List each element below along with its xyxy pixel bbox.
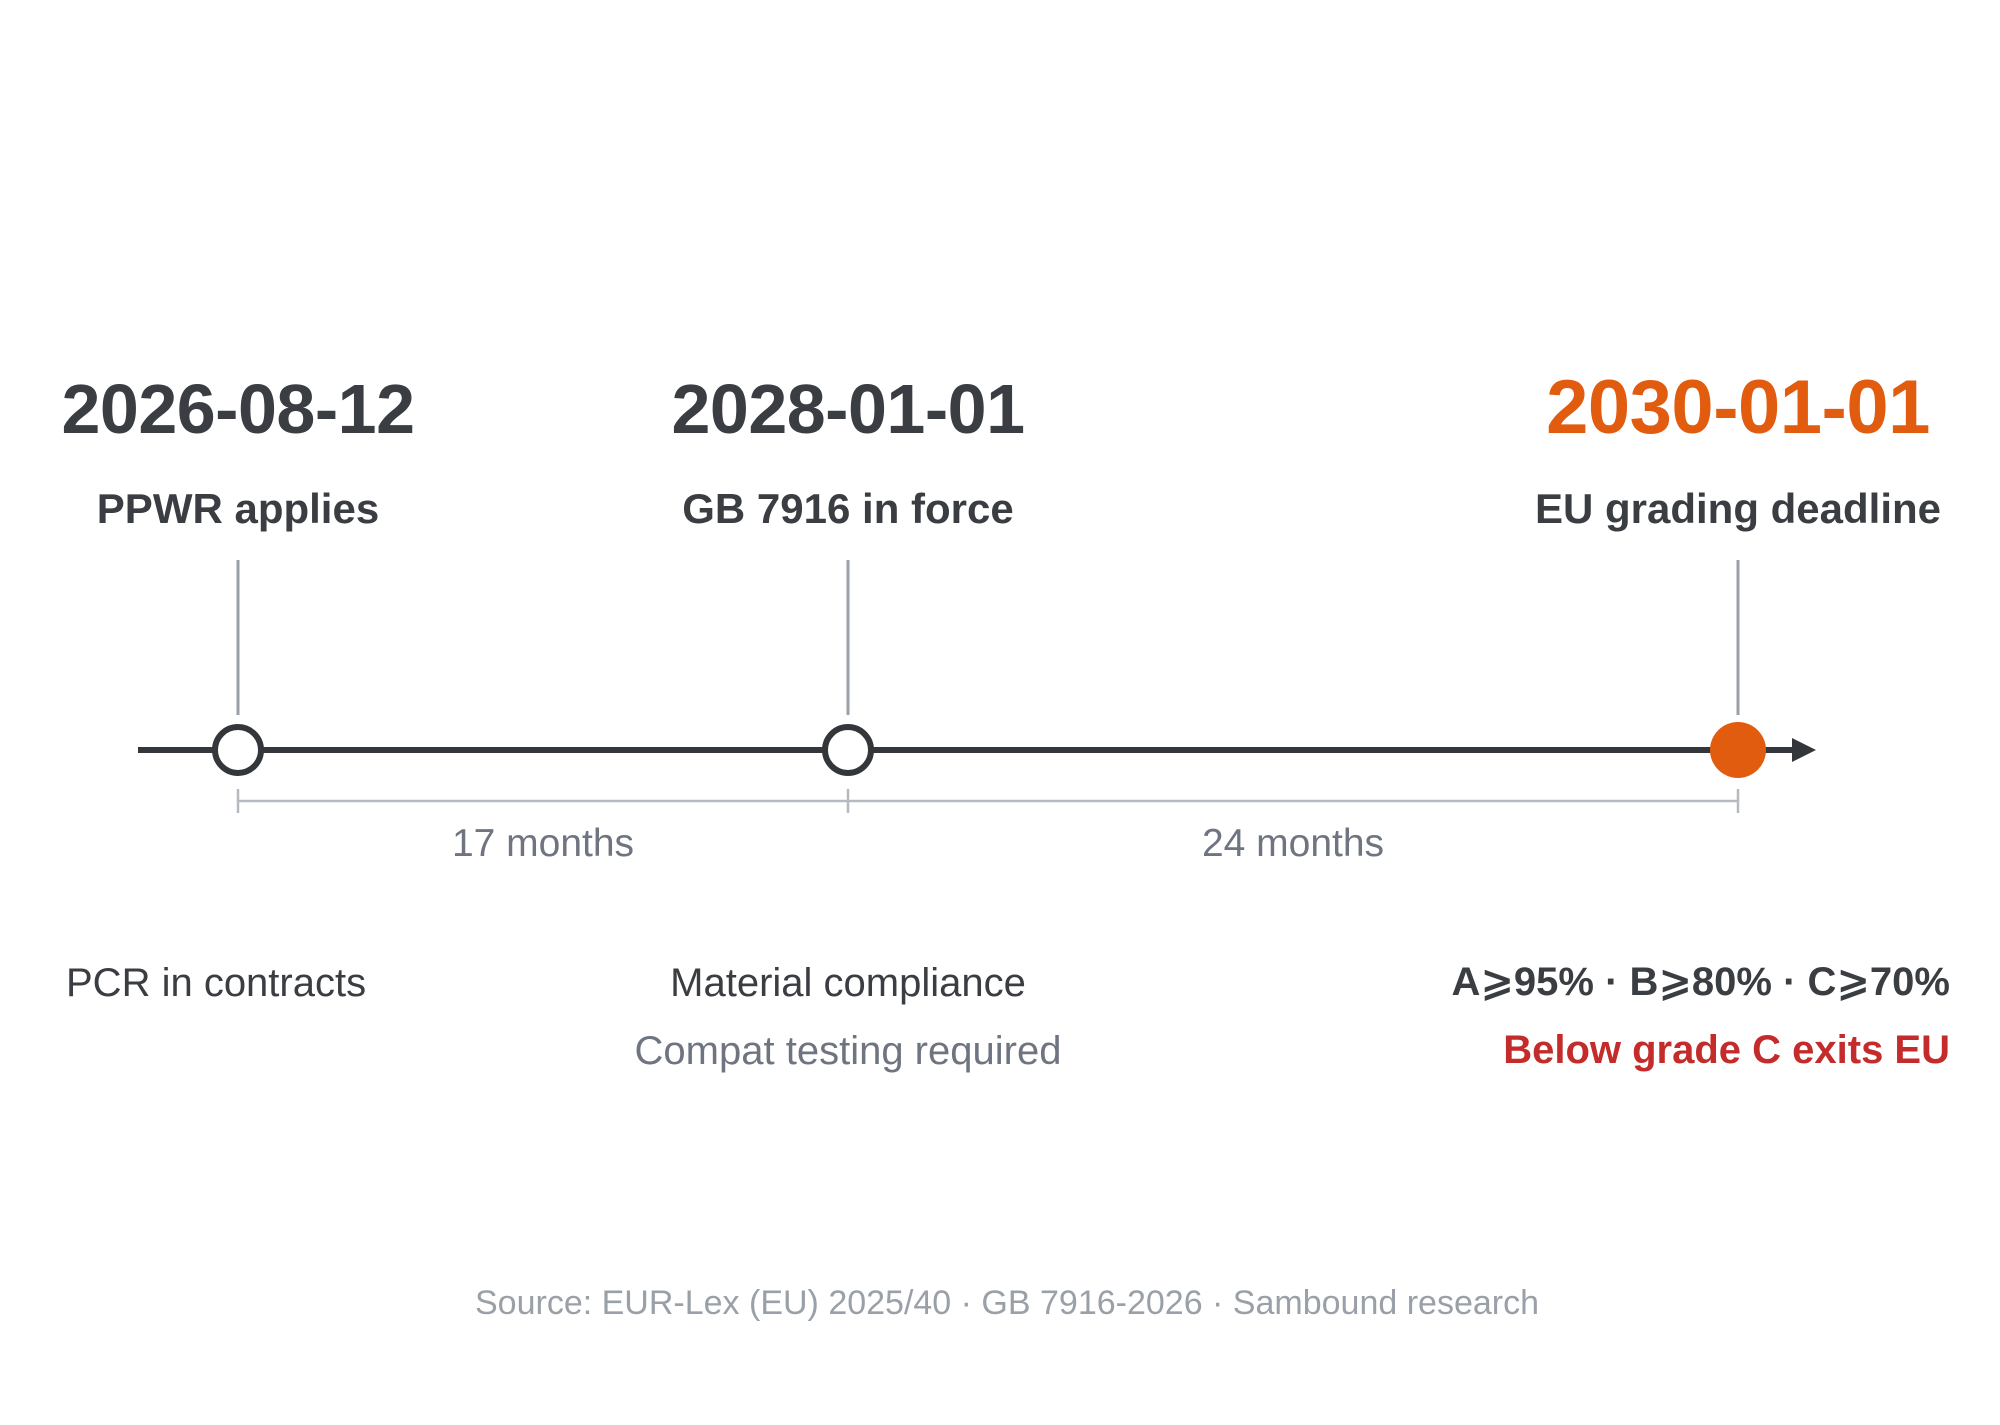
grade-thresholds: A⩾95% · B⩾80% · C⩾70% xyxy=(1451,960,1950,1004)
milestone-marker-2 xyxy=(822,724,874,776)
milestone-marker-1 xyxy=(212,724,264,776)
milestone-label-3: EU grading deadline xyxy=(1534,485,1942,532)
milestone-note-1: PCR in contracts xyxy=(66,961,367,1005)
milestone-date-3: 2030-01-01 xyxy=(1546,365,1930,450)
milestone-date-1: 2026-08-12 xyxy=(61,370,415,448)
axis-arrowhead xyxy=(1792,738,1816,762)
milestone-date-2: 2028-01-01 xyxy=(671,370,1025,448)
grade-exit-warning: Below grade C exits EU xyxy=(1503,1028,1950,1072)
source-note: Source: EUR-Lex (EU) 2025/40 · GB 7916-2… xyxy=(475,1284,1539,1322)
milestone-marker-3 xyxy=(1710,722,1766,778)
interval-label-2: 24 months xyxy=(1201,822,1385,865)
milestone-note-2: Material compliance xyxy=(670,961,1026,1005)
milestone-note-2-sub: Compat testing required xyxy=(634,1029,1062,1073)
milestone-label-1: PPWR applies xyxy=(96,485,380,532)
milestone-label-2: GB 7916 in force xyxy=(682,485,1014,532)
interval-label-1: 17 months xyxy=(451,822,635,865)
